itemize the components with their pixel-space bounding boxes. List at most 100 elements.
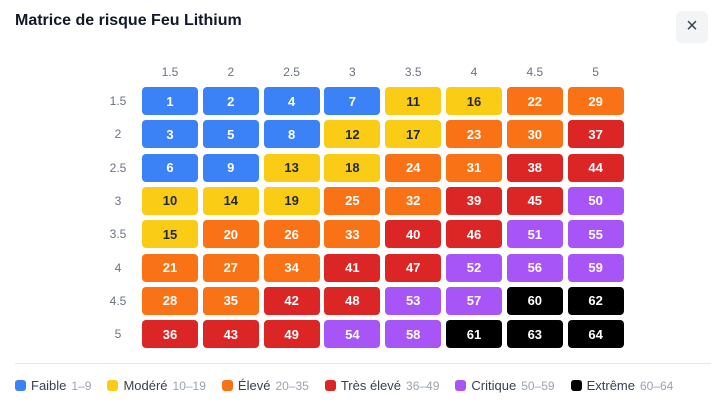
risk-cell: 57 xyxy=(446,286,502,315)
legend-swatch xyxy=(570,380,582,391)
row-label: 2 xyxy=(114,127,122,142)
risk-cell: 54 xyxy=(324,320,381,349)
risk-cell: 42 xyxy=(263,286,320,315)
column-label: 2.5 xyxy=(283,65,300,79)
risk-cell: 63 xyxy=(506,320,563,349)
risk-cell: 17 xyxy=(385,120,442,149)
risk-cell: 21 xyxy=(142,253,198,282)
legend-swatch xyxy=(221,380,233,391)
legend-name: Faible xyxy=(31,378,67,393)
risk-cell: 30 xyxy=(506,120,563,149)
legend-range: 60–64 xyxy=(639,378,674,393)
risk-cell: 6 xyxy=(142,153,198,182)
risk-cell: 51 xyxy=(506,220,563,249)
risk-cell: 18 xyxy=(324,153,381,182)
row-label: 2.5 xyxy=(109,160,127,175)
risk-cell: 56 xyxy=(506,253,563,282)
risk-cell: 41 xyxy=(324,253,381,282)
risk-cell: 33 xyxy=(324,220,381,249)
risk-cell: 53 xyxy=(385,286,442,315)
column-label: 5 xyxy=(592,65,599,79)
risk-cell: 29 xyxy=(567,87,624,115)
risk-cell: 47 xyxy=(385,253,442,282)
legend-name: Très élevé xyxy=(340,378,402,393)
divider xyxy=(15,363,711,364)
risk-cell: 27 xyxy=(202,253,259,282)
risk-cell: 35 xyxy=(202,286,259,315)
risk-cell: 12 xyxy=(324,120,381,149)
legend-name: Critique xyxy=(471,378,517,393)
legend-item: Extrême 60–64 xyxy=(570,378,674,393)
risk-cell: 4 xyxy=(263,87,320,115)
legend-item: Faible 1–9 xyxy=(15,378,91,393)
risk-cell: 16 xyxy=(446,87,502,115)
risk-cell: 37 xyxy=(567,120,624,149)
risk-cell: 40 xyxy=(385,220,442,249)
legend-range: 10–19 xyxy=(172,378,206,393)
legend-range: 50–59 xyxy=(521,378,555,393)
risk-cell: 26 xyxy=(263,220,320,249)
risk-cell: 38 xyxy=(506,153,563,182)
row-label: 3.5 xyxy=(109,227,127,242)
column-label: 3.5 xyxy=(404,65,422,79)
legend-item: Critique 50–59 xyxy=(455,378,555,393)
legend-name: Extrême xyxy=(586,378,635,393)
risk-cell: 5 xyxy=(202,120,259,149)
risk-cell: 55 xyxy=(567,220,624,249)
risk-cell: 32 xyxy=(385,186,442,215)
risk-cell: 25 xyxy=(324,186,381,215)
column-label: 4.5 xyxy=(526,65,544,79)
risk-cell: 59 xyxy=(567,253,624,282)
risk-cell: 62 xyxy=(567,286,624,315)
risk-cell: 8 xyxy=(263,120,320,149)
risk-cell: 20 xyxy=(202,220,259,249)
row-label: 5 xyxy=(114,327,122,342)
legend-name: Élevé xyxy=(237,378,271,393)
risk-cell: 60 xyxy=(506,286,563,315)
close-button[interactable]: × xyxy=(676,11,708,43)
risk-cell: 28 xyxy=(142,286,198,315)
risk-cell: 31 xyxy=(446,153,502,182)
modal-title: Matrice de risque Feu Lithium xyxy=(15,12,242,29)
column-label: 4 xyxy=(470,65,478,79)
risk-cell: 61 xyxy=(446,320,502,349)
risk-cell: 23 xyxy=(446,120,502,149)
risk-cell: 52 xyxy=(446,253,502,282)
risk-cell: 46 xyxy=(446,220,502,249)
risk-cell: 13 xyxy=(263,153,320,182)
legend-swatch xyxy=(324,380,336,391)
legend-range: 36–49 xyxy=(406,378,440,393)
risk-cell: 64 xyxy=(567,320,624,349)
row-label: 1.5 xyxy=(109,94,127,108)
risk-cell: 49 xyxy=(263,320,320,349)
legend-swatch xyxy=(15,380,26,391)
risk-cell: 58 xyxy=(385,320,442,349)
risk-cell: 7 xyxy=(324,87,381,115)
risk-cell: 11 xyxy=(385,87,442,115)
risk-cell: 14 xyxy=(202,186,259,215)
risk-cell: 22 xyxy=(506,87,563,115)
risk-cell: 10 xyxy=(142,186,198,215)
risk-cell: 9 xyxy=(202,153,259,182)
risk-cell: 19 xyxy=(263,186,320,215)
legend-item: Élevé 20–35 xyxy=(221,378,309,393)
risk-cell: 1 xyxy=(142,87,198,115)
legend-range: 1–9 xyxy=(71,378,92,393)
row-label: 3 xyxy=(114,193,122,208)
legend-swatch xyxy=(455,380,467,391)
risk-cell: 34 xyxy=(263,253,320,282)
row-label: 4.5 xyxy=(109,293,127,308)
risk-cell: 50 xyxy=(567,186,624,215)
risk-cell: 24 xyxy=(385,153,442,182)
risk-cell: 15 xyxy=(142,220,198,249)
risk-cell: 48 xyxy=(324,286,381,315)
risk-cell: 39 xyxy=(446,186,502,215)
legend: Faible 1–9 Modéré 10–19 Élevé 20–35 Très élevé… xyxy=(15,378,673,393)
legend-item: Très élevé 36–49 xyxy=(324,378,440,393)
legend-range: 20–35 xyxy=(275,378,309,393)
legend-swatch xyxy=(107,380,119,391)
risk-cell: 43 xyxy=(202,320,259,349)
legend-item: Modéré 10–19 xyxy=(107,378,206,393)
risk-cell: 44 xyxy=(567,153,624,182)
